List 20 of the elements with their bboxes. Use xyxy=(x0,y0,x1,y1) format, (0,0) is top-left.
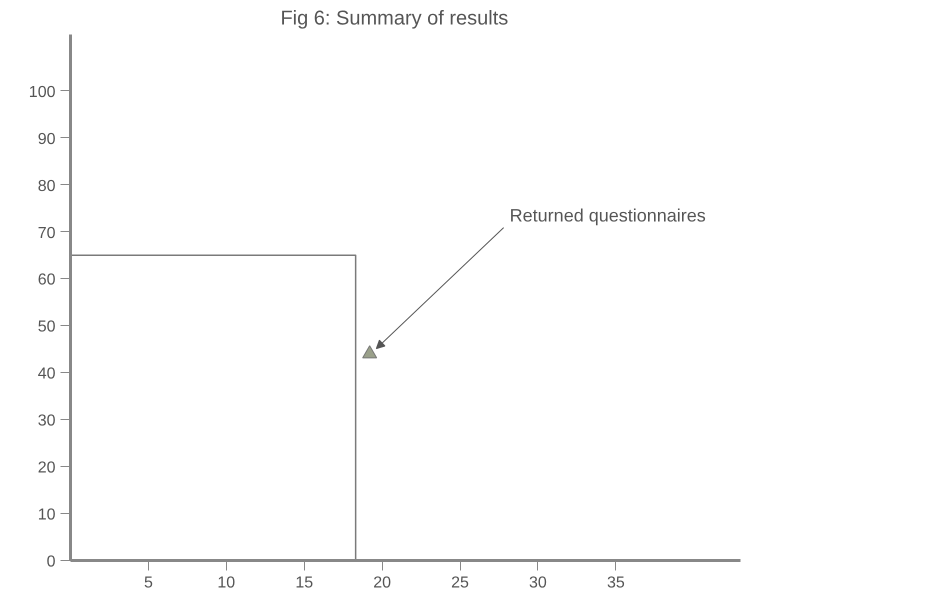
y-tick-label: 60 xyxy=(38,272,56,289)
x-tick-label: 25 xyxy=(451,574,470,592)
x-tick-label: 10 xyxy=(217,574,236,592)
annotation: Returned questionnaires xyxy=(510,206,706,226)
y-tick-label: 10 xyxy=(38,506,56,524)
y-tick-label: 50 xyxy=(38,318,56,336)
x-tick-label: 35 xyxy=(606,574,625,592)
y-tick-label: 30 xyxy=(38,412,56,430)
x-tick-label: 30 xyxy=(529,574,547,592)
x-tick-label: 15 xyxy=(295,574,314,592)
x-tick-label: 20 xyxy=(373,574,392,592)
x-tick-label: 5 xyxy=(144,574,153,592)
y-tick-label: 20 xyxy=(38,460,56,477)
y-tick-label: 70 xyxy=(38,224,56,242)
y-tick-label: 40 xyxy=(38,366,56,383)
y-tick-label: 80 xyxy=(38,178,56,195)
y-tick-label: 100 xyxy=(28,84,56,101)
y-tick-label: 90 xyxy=(38,130,56,148)
y-tick-label: 0 xyxy=(46,554,56,570)
chart-title: Fig 6: Summary of results xyxy=(280,8,508,30)
